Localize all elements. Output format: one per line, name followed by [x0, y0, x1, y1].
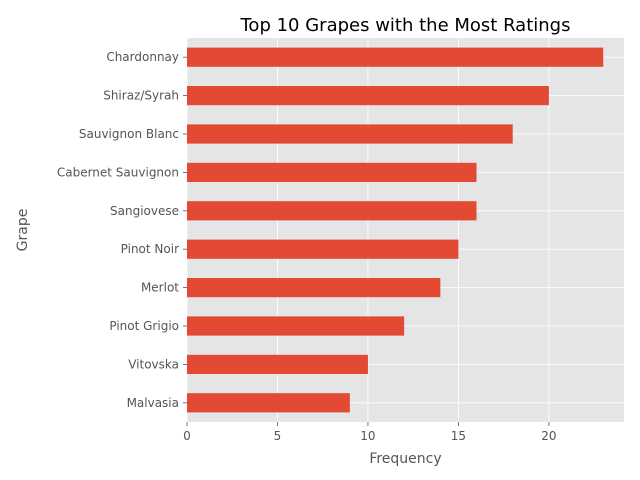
y-tick-label: Sangiovese [110, 204, 179, 218]
y-tick-label: Cabernet Sauvignon [57, 165, 179, 179]
y-tick-label: Sauvignon Blanc [79, 127, 179, 141]
y-axis-label: Grape [15, 209, 31, 252]
y-tick-labels: Chardonnay Shiraz/Syrah Sauvignon Blanc Cab… [57, 50, 187, 410]
bar-cabernet-sauvignon [187, 162, 477, 182]
x-tick-label: 5 [274, 429, 282, 443]
bar-pinot-noir [187, 239, 459, 259]
y-tick-label: Shiraz/Syrah [103, 89, 179, 103]
x-axis-label: Frequency [369, 451, 441, 467]
x-tick-labels: 0 5 10 15 20 [183, 422, 557, 443]
y-tick-label: Malvasia [127, 396, 179, 410]
x-tick-label: 15 [451, 429, 466, 443]
bar-pinot-grigio [187, 316, 405, 336]
y-tick-label: Pinot Noir [121, 242, 179, 256]
y-tick-label: Pinot Grigio [109, 319, 179, 333]
bar-sangiovese [187, 201, 477, 221]
bar-vitovska [187, 354, 368, 374]
bar-malvasia [187, 393, 350, 413]
bar-chardonnay [187, 47, 604, 67]
bar-sauvignon-blanc [187, 124, 513, 144]
bars [187, 47, 604, 413]
x-tick-label: 20 [541, 429, 556, 443]
y-tick-label: Chardonnay [106, 50, 179, 64]
y-tick-label: Vitovska [128, 357, 179, 371]
chart-title: Top 10 Grapes with the Most Ratings [240, 15, 571, 36]
x-tick-label: 10 [360, 429, 375, 443]
y-tick-label: Merlot [141, 281, 179, 295]
bar-shiraz-syrah [187, 86, 549, 106]
x-tick-label: 0 [183, 429, 191, 443]
bar-merlot [187, 278, 441, 298]
